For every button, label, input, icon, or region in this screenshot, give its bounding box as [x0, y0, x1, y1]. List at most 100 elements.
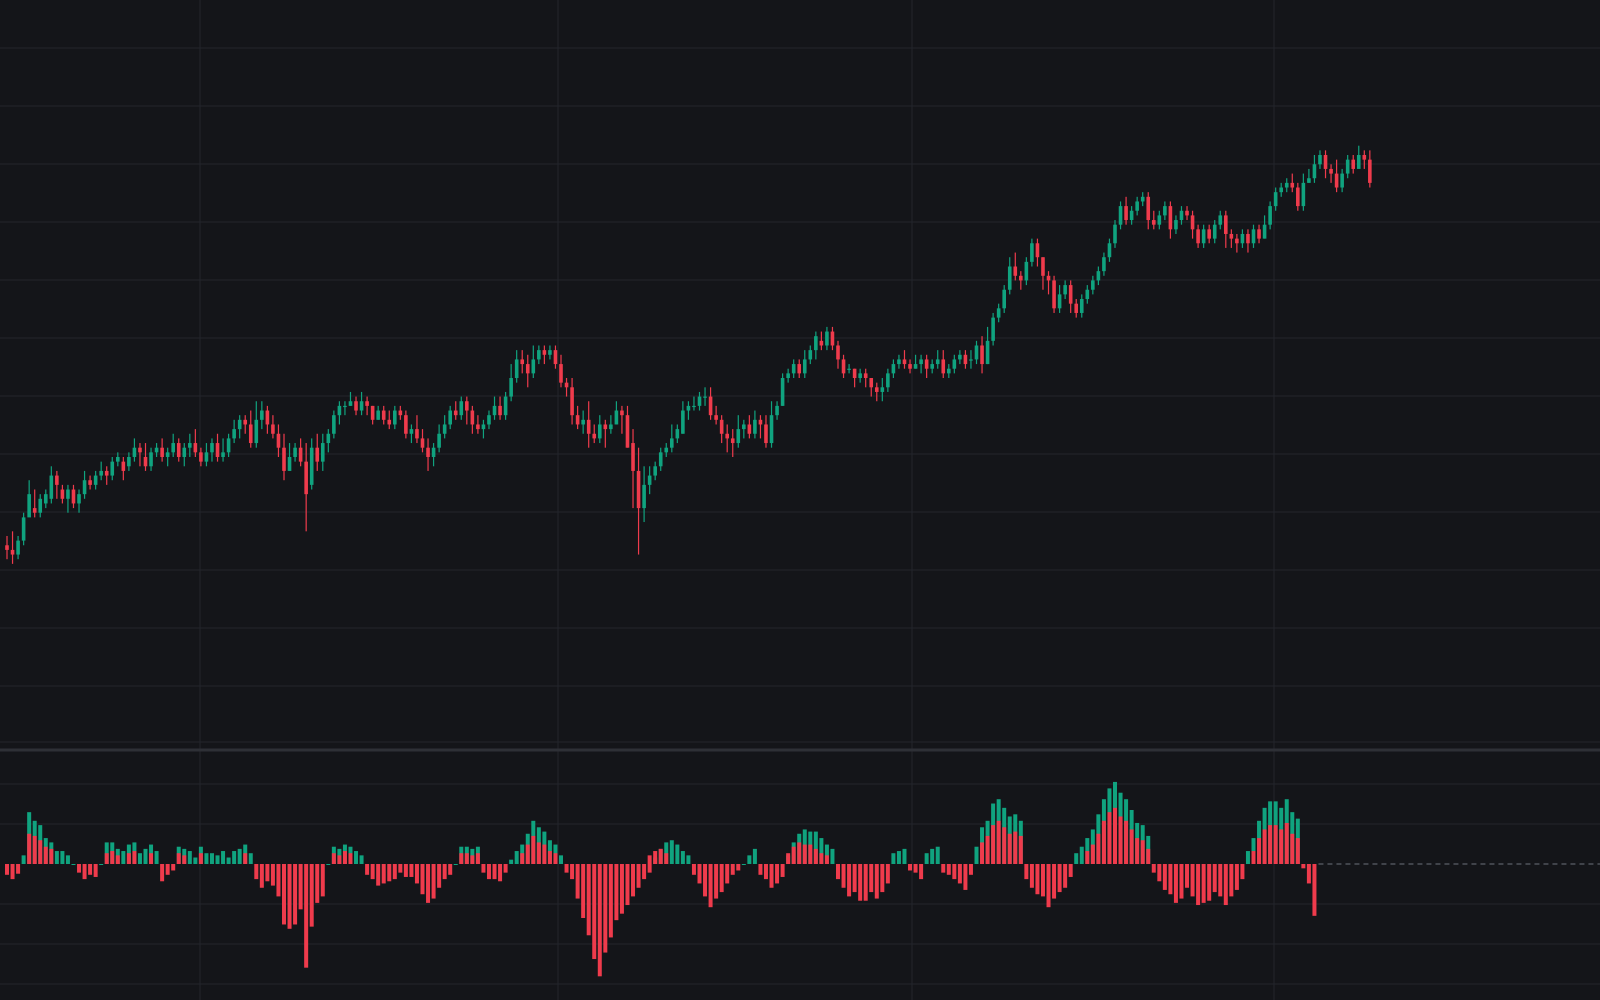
candle [1057, 285, 1062, 313]
candle-body [647, 475, 652, 485]
candle-body [531, 359, 536, 374]
candle-body [514, 359, 519, 379]
candle [10, 531, 15, 564]
candle-body [863, 373, 868, 379]
candle-body [1296, 187, 1300, 207]
candle [1351, 155, 1356, 174]
candle [343, 401, 347, 416]
candle [553, 345, 558, 369]
volume-bar [1190, 864, 1195, 897]
candle [1229, 229, 1234, 248]
candle [1296, 182, 1300, 211]
candle-body [1135, 201, 1139, 211]
candle-body [1329, 168, 1333, 174]
candle-body [586, 419, 591, 434]
candle [908, 359, 912, 374]
candle-body [730, 438, 735, 444]
candle [802, 350, 807, 379]
candle-body [393, 410, 397, 425]
volume-bar [697, 864, 702, 884]
candle [71, 484, 76, 509]
candle-body [764, 424, 768, 444]
candle [1273, 187, 1278, 211]
candle [127, 452, 131, 471]
volume-bar [608, 864, 613, 938]
candle [1091, 275, 1095, 295]
volume-bar [725, 864, 730, 884]
volume-bar [581, 864, 586, 918]
candle [60, 484, 65, 504]
volume-overlay-bar [996, 820, 1001, 864]
candle [902, 350, 907, 369]
candle [670, 424, 674, 453]
candle-body [808, 350, 813, 360]
volume-bar [747, 855, 752, 864]
candle-body [315, 447, 320, 462]
candle-body [675, 429, 680, 439]
volume-overlay-bar [337, 855, 342, 864]
candle [636, 447, 641, 555]
volume-overlay-bar [791, 846, 796, 864]
candle [542, 345, 547, 365]
volume-bar [165, 864, 170, 875]
candle-body [188, 443, 192, 448]
candle-body [791, 364, 796, 374]
volume-bar [1301, 864, 1306, 869]
volume-overlay-bar [1090, 844, 1095, 864]
candle-body [924, 359, 929, 369]
volume-bar [93, 864, 98, 877]
candle [470, 405, 475, 434]
candle-body [110, 461, 115, 476]
candle [199, 447, 203, 467]
volume-bar [1185, 864, 1190, 888]
candle-body [226, 438, 231, 453]
candle [714, 405, 718, 425]
candle [697, 391, 702, 411]
candle [1340, 168, 1344, 193]
candle [620, 405, 624, 434]
volume-bar [1229, 864, 1234, 897]
candle [725, 424, 729, 453]
candle [326, 429, 331, 453]
candle-body [293, 447, 297, 457]
candle [525, 354, 530, 388]
candle-body [370, 405, 375, 420]
candle [27, 480, 31, 518]
candle [1013, 252, 1018, 281]
candle [210, 438, 214, 462]
volume-bar [963, 864, 968, 890]
candle-body [271, 424, 275, 434]
candle-body [947, 368, 951, 374]
volume-bar [780, 864, 785, 877]
volume-overlay-bar [1101, 820, 1106, 864]
candle [1096, 266, 1101, 286]
volume-bar [82, 864, 87, 880]
candle [232, 419, 236, 444]
candle-body [1246, 233, 1250, 244]
volume-bar [492, 864, 497, 880]
candle-body [459, 401, 464, 416]
candle-body [941, 359, 946, 374]
candle-body [1212, 224, 1217, 239]
volume-overlay-bar [991, 825, 996, 864]
volume-bar [498, 864, 503, 882]
candle [1113, 220, 1117, 248]
candle [1329, 164, 1333, 183]
volume-overlay-bar [1135, 838, 1140, 864]
candle [974, 340, 979, 365]
candle-body [858, 373, 862, 379]
candle-body [320, 443, 325, 462]
candle-body [66, 489, 70, 499]
candle-body [969, 359, 973, 361]
candle-body [592, 433, 597, 439]
candle-body [104, 470, 109, 476]
candle [780, 373, 785, 406]
volume-bar [625, 864, 630, 906]
volume-bar [603, 864, 608, 953]
volume-bar [758, 864, 763, 875]
candle [215, 433, 220, 462]
candle-body [897, 359, 901, 365]
volume-bar [431, 864, 436, 899]
candle-body [597, 424, 602, 439]
candle-body [775, 405, 779, 416]
